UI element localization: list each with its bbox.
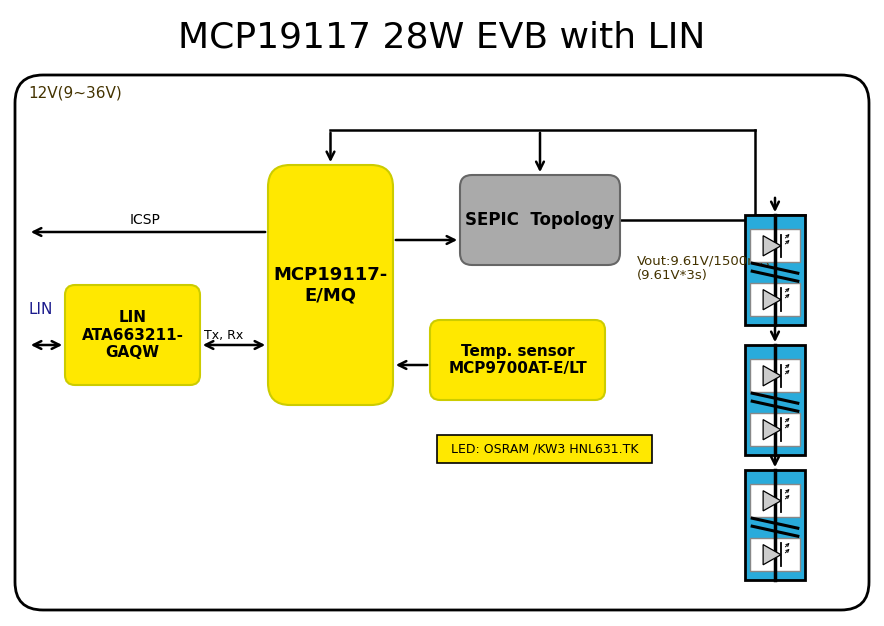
FancyBboxPatch shape xyxy=(65,285,200,385)
Text: Temp. sensor
MCP9700AT-E/LT: Temp. sensor MCP9700AT-E/LT xyxy=(448,344,587,376)
Bar xyxy=(751,283,800,316)
Text: LIN: LIN xyxy=(28,302,52,317)
Bar xyxy=(751,359,800,393)
FancyBboxPatch shape xyxy=(460,175,620,265)
Text: LIN
ATA663211-
GAQW: LIN ATA663211- GAQW xyxy=(81,310,184,360)
Bar xyxy=(745,470,805,580)
Bar xyxy=(751,413,800,446)
Polygon shape xyxy=(763,366,781,386)
Bar xyxy=(751,538,800,571)
FancyBboxPatch shape xyxy=(437,435,652,463)
Polygon shape xyxy=(763,419,781,440)
Text: Tx, Rx: Tx, Rx xyxy=(204,329,243,342)
Text: MCP19117 28W EVB with LIN: MCP19117 28W EVB with LIN xyxy=(179,21,705,55)
Bar xyxy=(745,345,805,455)
Bar xyxy=(751,485,800,517)
Polygon shape xyxy=(763,545,781,565)
Bar xyxy=(745,215,805,325)
Text: MCP19117-
E/MQ: MCP19117- E/MQ xyxy=(273,265,387,304)
FancyBboxPatch shape xyxy=(430,320,605,400)
Polygon shape xyxy=(763,236,781,256)
FancyBboxPatch shape xyxy=(268,165,393,405)
Polygon shape xyxy=(763,491,781,511)
Text: LED: OSRAM /KW3 HNL631.TK: LED: OSRAM /KW3 HNL631.TK xyxy=(451,443,638,456)
Bar xyxy=(751,229,800,262)
Text: ICSP: ICSP xyxy=(130,213,161,227)
Text: Vout:9.61V/1500mA
(9.61V*3s): Vout:9.61V/1500mA (9.61V*3s) xyxy=(637,254,770,282)
Polygon shape xyxy=(763,290,781,310)
Text: SEPIC  Topology: SEPIC Topology xyxy=(465,211,614,229)
Text: 12V(9~36V): 12V(9~36V) xyxy=(28,86,122,101)
FancyBboxPatch shape xyxy=(15,75,869,610)
